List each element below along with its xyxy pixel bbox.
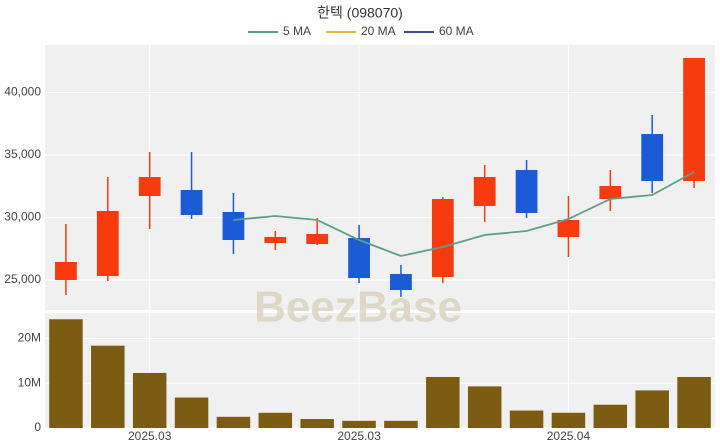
- candle-body: [138, 177, 161, 196]
- candle-body: [431, 199, 454, 277]
- y-tick-label: 10M: [18, 375, 41, 389]
- volume-bar: [509, 410, 544, 428]
- y-tick-label: 35,000: [4, 147, 41, 161]
- candle-body: [306, 234, 329, 244]
- candle-body: [473, 177, 496, 206]
- candle-body: [348, 238, 370, 278]
- volume-bar: [426, 376, 460, 428]
- candle-body: [683, 58, 705, 181]
- legend-label: 60 MA: [439, 24, 474, 38]
- y-tick-label: 40,000: [4, 85, 41, 99]
- ma-line: [233, 171, 695, 257]
- y-tick-label: 0: [34, 420, 41, 434]
- candle-body: [515, 170, 538, 213]
- x-tick-label: 2025.04: [547, 429, 591, 443]
- candle-body: [641, 134, 664, 181]
- volume-bar: [174, 397, 209, 428]
- candle-body: [222, 212, 245, 240]
- volume-bar: [132, 372, 167, 428]
- y-tick-label: 25,000: [4, 272, 41, 286]
- volume-bar: [593, 404, 628, 428]
- volume-bar: [677, 376, 711, 428]
- candle-body: [390, 274, 412, 290]
- y-tick-label: 30,000: [4, 210, 41, 224]
- candle-body: [55, 262, 77, 280]
- legend-label: 20 MA: [361, 24, 396, 38]
- candle-body: [180, 190, 203, 215]
- x-tick-label: 2025.03: [337, 429, 381, 443]
- legend-label: 5 MA: [283, 24, 311, 38]
- volume-bar: [635, 390, 669, 428]
- candle-body: [599, 186, 622, 199]
- volume-bar: [216, 416, 251, 428]
- candle-body: [264, 237, 287, 243]
- volume-bar: [384, 420, 418, 428]
- candle-body: [557, 220, 580, 237]
- chart-title: 한텍 (098070): [317, 5, 403, 21]
- volume-bar: [258, 412, 293, 428]
- y-tick-label: 20M: [18, 331, 41, 345]
- candle-body: [96, 211, 119, 276]
- volume-bar: [551, 412, 586, 428]
- volume-bar: [300, 419, 334, 428]
- volume-bar: [49, 319, 83, 428]
- volume-bar: [467, 386, 502, 428]
- volume-bar: [342, 420, 376, 428]
- watermark: BeezBase: [254, 283, 462, 332]
- x-tick-label: 2025.03: [128, 429, 172, 443]
- volume-bar: [91, 345, 125, 428]
